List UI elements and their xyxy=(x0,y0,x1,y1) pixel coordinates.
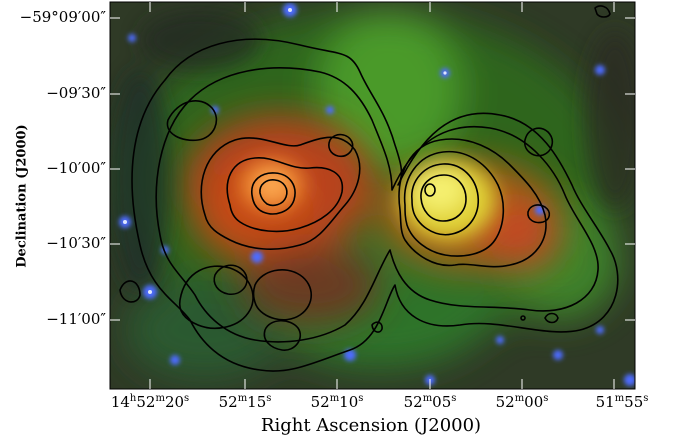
x-tick-label: 51m55s xyxy=(595,393,649,411)
x-axis-label: Right Ascension (J2000) xyxy=(260,415,482,436)
y-tick-label: −09′30″ xyxy=(46,84,106,102)
x-tick-label: 14h52m20s xyxy=(110,393,190,411)
contour-overlay xyxy=(119,5,619,372)
sky-image xyxy=(110,2,635,389)
x-tick-label: 52m10s xyxy=(310,393,364,411)
y-tick-label: −11′00″ xyxy=(46,310,106,328)
x-tick-label: 52m00s xyxy=(495,393,549,411)
x-tick-label: 52m05s xyxy=(403,393,457,411)
axes-frame xyxy=(109,1,636,390)
y-tick-label: −10′00″ xyxy=(46,159,106,177)
y-tick-label: −10′30″ xyxy=(46,234,106,252)
y-axis-label: Declination (J2000) xyxy=(14,124,30,268)
x-tick-label: 52m15s xyxy=(218,393,272,411)
y-tick-label: −59°09′00″ xyxy=(19,8,106,26)
